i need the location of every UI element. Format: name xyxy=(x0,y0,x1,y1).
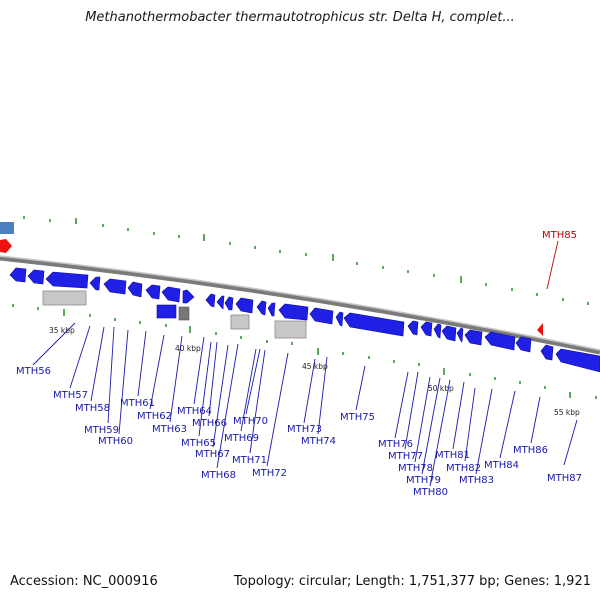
gene-feature[interactable] xyxy=(464,329,483,346)
gene-feature[interactable] xyxy=(456,327,464,343)
gene-feature[interactable] xyxy=(235,297,254,314)
gene-feature[interactable] xyxy=(89,276,101,291)
gene-label[interactable]: MTH79 xyxy=(406,475,441,486)
gene-feature[interactable] xyxy=(182,289,195,304)
gene-label[interactable]: MTH63 xyxy=(152,424,187,435)
gene-feature[interactable] xyxy=(441,325,457,342)
gene-feature[interactable] xyxy=(335,311,344,327)
scale-label: 45 kbp xyxy=(302,362,328,371)
scale-label: 55 kbp xyxy=(554,408,580,417)
gene-label[interactable]: MTH66 xyxy=(192,418,227,429)
gene-label[interactable]: MTH65 xyxy=(181,438,216,449)
leader-lines xyxy=(32,322,578,487)
grey-feature[interactable] xyxy=(230,314,250,330)
gene-feature[interactable] xyxy=(309,307,334,325)
gene-label[interactable]: MTH82 xyxy=(446,463,481,474)
gene-label[interactable]: MTH76 xyxy=(378,439,413,450)
gene-label[interactable]: MTH64 xyxy=(177,406,212,417)
grey-feature[interactable] xyxy=(42,290,87,306)
gene-feature[interactable] xyxy=(9,267,27,283)
scale-label: 35 kbp xyxy=(49,326,75,335)
gene-label[interactable]: MTH75 xyxy=(340,412,375,423)
gene-label[interactable]: MTH81 xyxy=(435,450,470,461)
gene-feature[interactable] xyxy=(278,303,309,321)
gene-label[interactable]: MTH57 xyxy=(53,390,88,401)
gene-feature[interactable] xyxy=(407,320,419,336)
reverse-gene-left[interactable] xyxy=(0,239,12,253)
blue-feature[interactable] xyxy=(156,304,177,319)
gene-labels: MTH56 MTH57 MTH58 MTH59 MTH60 MTH61 MTH6… xyxy=(16,230,582,498)
grey-feature[interactable] xyxy=(178,306,190,321)
forward-genes xyxy=(9,267,600,373)
gene-label[interactable]: MTH68 xyxy=(201,470,236,481)
gene-label[interactable]: MTH87 xyxy=(547,473,582,484)
gene-label[interactable]: MTH73 xyxy=(287,424,322,435)
grey-features xyxy=(42,290,307,339)
gene-feature[interactable] xyxy=(420,321,433,337)
gene-label[interactable]: MTH60 xyxy=(98,436,133,447)
gene-feature[interactable] xyxy=(216,295,225,310)
gene-label[interactable]: MTH78 xyxy=(398,463,433,474)
grey-feature[interactable] xyxy=(274,320,307,339)
gene-label[interactable]: MTH69 xyxy=(224,433,259,444)
gene-feature[interactable] xyxy=(224,296,234,311)
gene-feature[interactable] xyxy=(433,323,442,339)
gene-feature[interactable] xyxy=(555,348,600,373)
gene-feature[interactable] xyxy=(267,302,276,317)
gene-feature[interactable] xyxy=(127,281,143,298)
leader-line-mth85 xyxy=(546,240,559,290)
gene-feature[interactable] xyxy=(103,278,127,295)
gene-feature[interactable] xyxy=(540,344,554,361)
gene-label[interactable]: MTH72 xyxy=(252,468,287,479)
reverse-gene-mth85[interactable] xyxy=(537,323,543,336)
gene-label[interactable]: MTH67 xyxy=(195,449,230,460)
gene-label[interactable]: MTH84 xyxy=(484,460,519,471)
gene-label[interactable]: MTH74 xyxy=(301,436,336,447)
gene-feature[interactable] xyxy=(205,293,216,308)
inner-ticks xyxy=(12,304,597,399)
gene-label[interactable]: MTH59 xyxy=(84,425,119,436)
scale-label: 50 kbp xyxy=(428,384,454,393)
scale-labels: 35 kbp 40 kbp 45 kbp 50 kbp 55 kbp xyxy=(49,326,580,417)
gene-label[interactable]: MTH83 xyxy=(459,475,494,486)
gene-label[interactable]: MTH70 xyxy=(233,416,268,427)
gene-feature[interactable] xyxy=(27,269,45,285)
gene-feature[interactable] xyxy=(484,331,516,351)
accession-label: Accession: NC_000916 xyxy=(10,574,158,589)
outer-ticks xyxy=(23,216,589,305)
gene-label[interactable]: MTH71 xyxy=(232,455,267,466)
gene-label[interactable]: MTH56 xyxy=(16,366,51,377)
gene-label[interactable]: MTH77 xyxy=(388,451,423,462)
gene-feature[interactable] xyxy=(515,336,532,353)
gene-label[interactable]: MTH85 xyxy=(542,230,577,241)
genome-backbone xyxy=(0,255,600,355)
gene-feature[interactable] xyxy=(256,300,267,316)
grey-blue-feature-left[interactable] xyxy=(0,222,14,234)
gene-feature[interactable] xyxy=(145,284,161,300)
gene-label[interactable]: MTH61 xyxy=(120,398,155,409)
genome-summary: Topology: circular; Length: 1,751,377 bp… xyxy=(233,574,591,589)
scale-label: 40 kbp xyxy=(175,344,201,353)
gene-feature[interactable] xyxy=(343,312,405,337)
gene-label[interactable]: MTH80 xyxy=(413,487,448,498)
gene-label[interactable]: MTH86 xyxy=(513,445,548,456)
gene-feature[interactable] xyxy=(45,271,89,289)
gene-label[interactable]: MTH62 xyxy=(137,411,172,422)
gene-label[interactable]: MTH58 xyxy=(75,403,110,414)
map-title: Methanothermobacter thermautotrophicus s… xyxy=(85,10,515,25)
gene-feature[interactable] xyxy=(161,286,181,303)
